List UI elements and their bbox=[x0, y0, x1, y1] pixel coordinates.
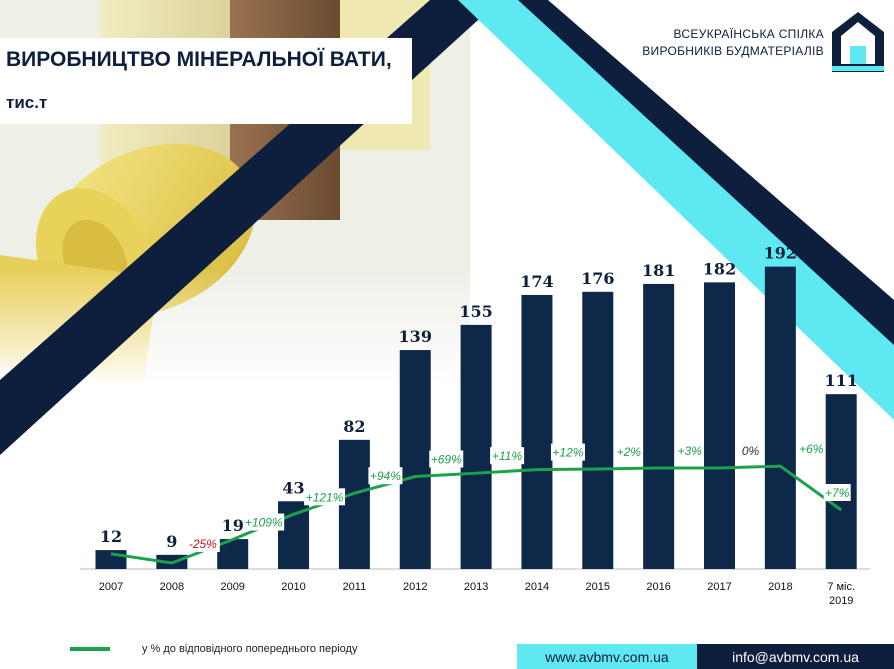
x-tick-label: 2011 bbox=[343, 581, 367, 593]
bar-12 bbox=[825, 394, 857, 569]
pct-label-bg bbox=[304, 488, 346, 506]
pct-change-label: +7% bbox=[825, 486, 850, 500]
pct-change-label: +69% bbox=[431, 453, 462, 467]
x-tick-label: 7 міс. bbox=[827, 581, 855, 593]
bar-3 bbox=[278, 501, 310, 569]
pct-change-label: +6% bbox=[799, 442, 824, 456]
pct-label-bg bbox=[490, 447, 525, 465]
organization-name: ВСЕУКРАЇНСЬКА СПІЛКА ВИРОБНИКІВ БУДМАТЕР… bbox=[642, 26, 824, 60]
pct-label-bg bbox=[823, 484, 851, 501]
pct-change-label: +3% bbox=[677, 444, 702, 458]
pct-change-label: +94% bbox=[370, 469, 401, 483]
pct-change-label: +109% bbox=[245, 516, 283, 530]
website-link[interactable]: www.avbmv.com.ua bbox=[517, 644, 697, 669]
x-tick-label: 2016 bbox=[646, 581, 670, 593]
x-tick-label: 2010 bbox=[281, 581, 305, 593]
bar-6 bbox=[460, 324, 492, 569]
pct-label-bg bbox=[550, 443, 585, 461]
bar-value-label: 12 bbox=[100, 527, 122, 546]
x-tick-label: 2013 bbox=[464, 581, 488, 593]
bar-8 bbox=[582, 291, 614, 569]
pct-change-label: +2% bbox=[617, 445, 642, 459]
bar-11 bbox=[764, 266, 796, 569]
house-logo-icon bbox=[832, 12, 884, 72]
legend: у % до відповідного попереднього періоду bbox=[70, 638, 357, 660]
pct-change-label: 0% bbox=[742, 444, 760, 458]
x-tick-label: 2008 bbox=[160, 581, 184, 593]
bar-9 bbox=[643, 283, 675, 569]
bar-0 bbox=[95, 550, 127, 569]
bar-value-label: 9 bbox=[166, 532, 177, 551]
bar-value-label: 192 bbox=[764, 244, 797, 263]
x-tick-label: 2018 bbox=[768, 581, 792, 593]
bar-value-label: 182 bbox=[703, 259, 736, 278]
growth-line bbox=[110, 464, 843, 565]
bar-value-label: 155 bbox=[459, 302, 492, 321]
bar-value-label: 181 bbox=[642, 261, 675, 280]
x-tick-label: 2009 bbox=[220, 581, 244, 593]
bar-10 bbox=[704, 282, 735, 569]
pct-label-bg bbox=[676, 442, 704, 460]
bar-5 bbox=[399, 350, 431, 569]
unit-subtitle: тис.т bbox=[6, 93, 48, 112]
pct-change-label: -25% bbox=[189, 537, 217, 551]
bar-value-label: 176 bbox=[581, 269, 614, 288]
x-tick-label: 2007 bbox=[99, 581, 123, 593]
legend-label: у % до відповідного попереднього періоду bbox=[142, 643, 358, 655]
page-title: ВИРОБНИЦТВО МІНЕРАЛЬНОЇ ВАТИ, bbox=[6, 48, 392, 71]
pct-label-bg bbox=[740, 442, 761, 460]
email-link[interactable]: info@avbmv.com.ua bbox=[697, 644, 894, 669]
bar-value-label: 139 bbox=[399, 327, 432, 346]
organization-line-1: ВСЕУКРАЇНСЬКА СПІЛКА bbox=[673, 27, 824, 41]
x-tick-label: 2015 bbox=[586, 581, 610, 593]
pct-label-bg bbox=[615, 442, 643, 460]
pct-change-label: +121% bbox=[306, 490, 344, 504]
pct-label-bg bbox=[185, 535, 220, 552]
pct-label-bg bbox=[797, 440, 825, 458]
bar-value-label: 19 bbox=[222, 516, 244, 535]
title-panel bbox=[0, 38, 412, 124]
x-tick-label: 2014 bbox=[525, 581, 549, 593]
pct-change-label: +11% bbox=[492, 449, 522, 463]
bar-value-label: 43 bbox=[282, 478, 304, 497]
pct-label-bg bbox=[243, 513, 285, 531]
pct-label-bg bbox=[368, 467, 403, 485]
x-tick-label: 2012 bbox=[403, 581, 427, 593]
organization-line-2: ВИРОБНИКІВ БУДМАТЕРІАЛІВ bbox=[642, 44, 824, 58]
bar-7 bbox=[521, 294, 553, 569]
pct-label-bg bbox=[429, 450, 464, 468]
bar-value-label: 174 bbox=[520, 272, 553, 291]
x-tick-label: 2019 bbox=[829, 595, 853, 607]
x-tick-label: 2017 bbox=[707, 581, 731, 593]
legend-line-swatch bbox=[70, 647, 110, 651]
header-white-area bbox=[640, 0, 894, 230]
bar-value-label: 82 bbox=[343, 417, 365, 436]
bar-value-label: 111 bbox=[824, 371, 857, 390]
pct-change-label: +12% bbox=[552, 446, 583, 460]
